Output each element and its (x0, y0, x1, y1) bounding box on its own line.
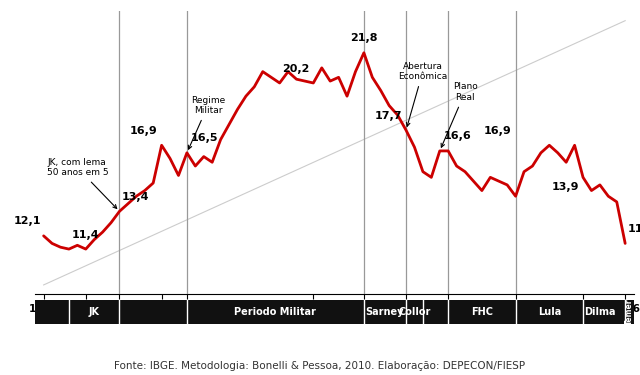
Text: Lula: Lula (538, 307, 561, 317)
Text: Fonte: IBGE. Metodologia: Bonelli & Pessoa, 2010. Elaboração: DEPECON/FIESP: Fonte: IBGE. Metodologia: Bonelli & Pess… (115, 361, 525, 371)
Text: JK, com lema
50 anos em 5: JK, com lema 50 anos em 5 (47, 158, 116, 209)
Text: Abertura
Econômica: Abertura Econômica (398, 62, 447, 126)
Text: JK: JK (89, 307, 100, 317)
Text: 12,1: 12,1 (13, 216, 41, 226)
Text: Dilma: Dilma (584, 307, 616, 317)
Text: Periodo Militar: Periodo Militar (234, 307, 316, 317)
Text: FHC: FHC (471, 307, 493, 317)
Text: 16,6: 16,6 (444, 132, 472, 141)
Text: Sarney: Sarney (365, 307, 404, 317)
Text: 17,7: 17,7 (374, 111, 402, 121)
Text: 13,4: 13,4 (122, 192, 150, 202)
Text: 13,9: 13,9 (551, 183, 579, 192)
Text: Collor: Collor (398, 307, 431, 317)
Text: 21,8: 21,8 (350, 33, 378, 44)
Text: Plano
Real: Plano Real (441, 82, 477, 147)
Text: 20,2: 20,2 (282, 63, 309, 74)
Text: 11,7: 11,7 (628, 224, 640, 234)
Text: 16,5: 16,5 (191, 134, 219, 143)
Text: 11,4: 11,4 (72, 230, 100, 240)
Text: 16,9: 16,9 (130, 126, 157, 136)
Text: 16,9: 16,9 (484, 126, 511, 136)
Text: Regime
Militar: Regime Militar (188, 96, 225, 149)
Text: Temer: Temer (625, 299, 634, 326)
